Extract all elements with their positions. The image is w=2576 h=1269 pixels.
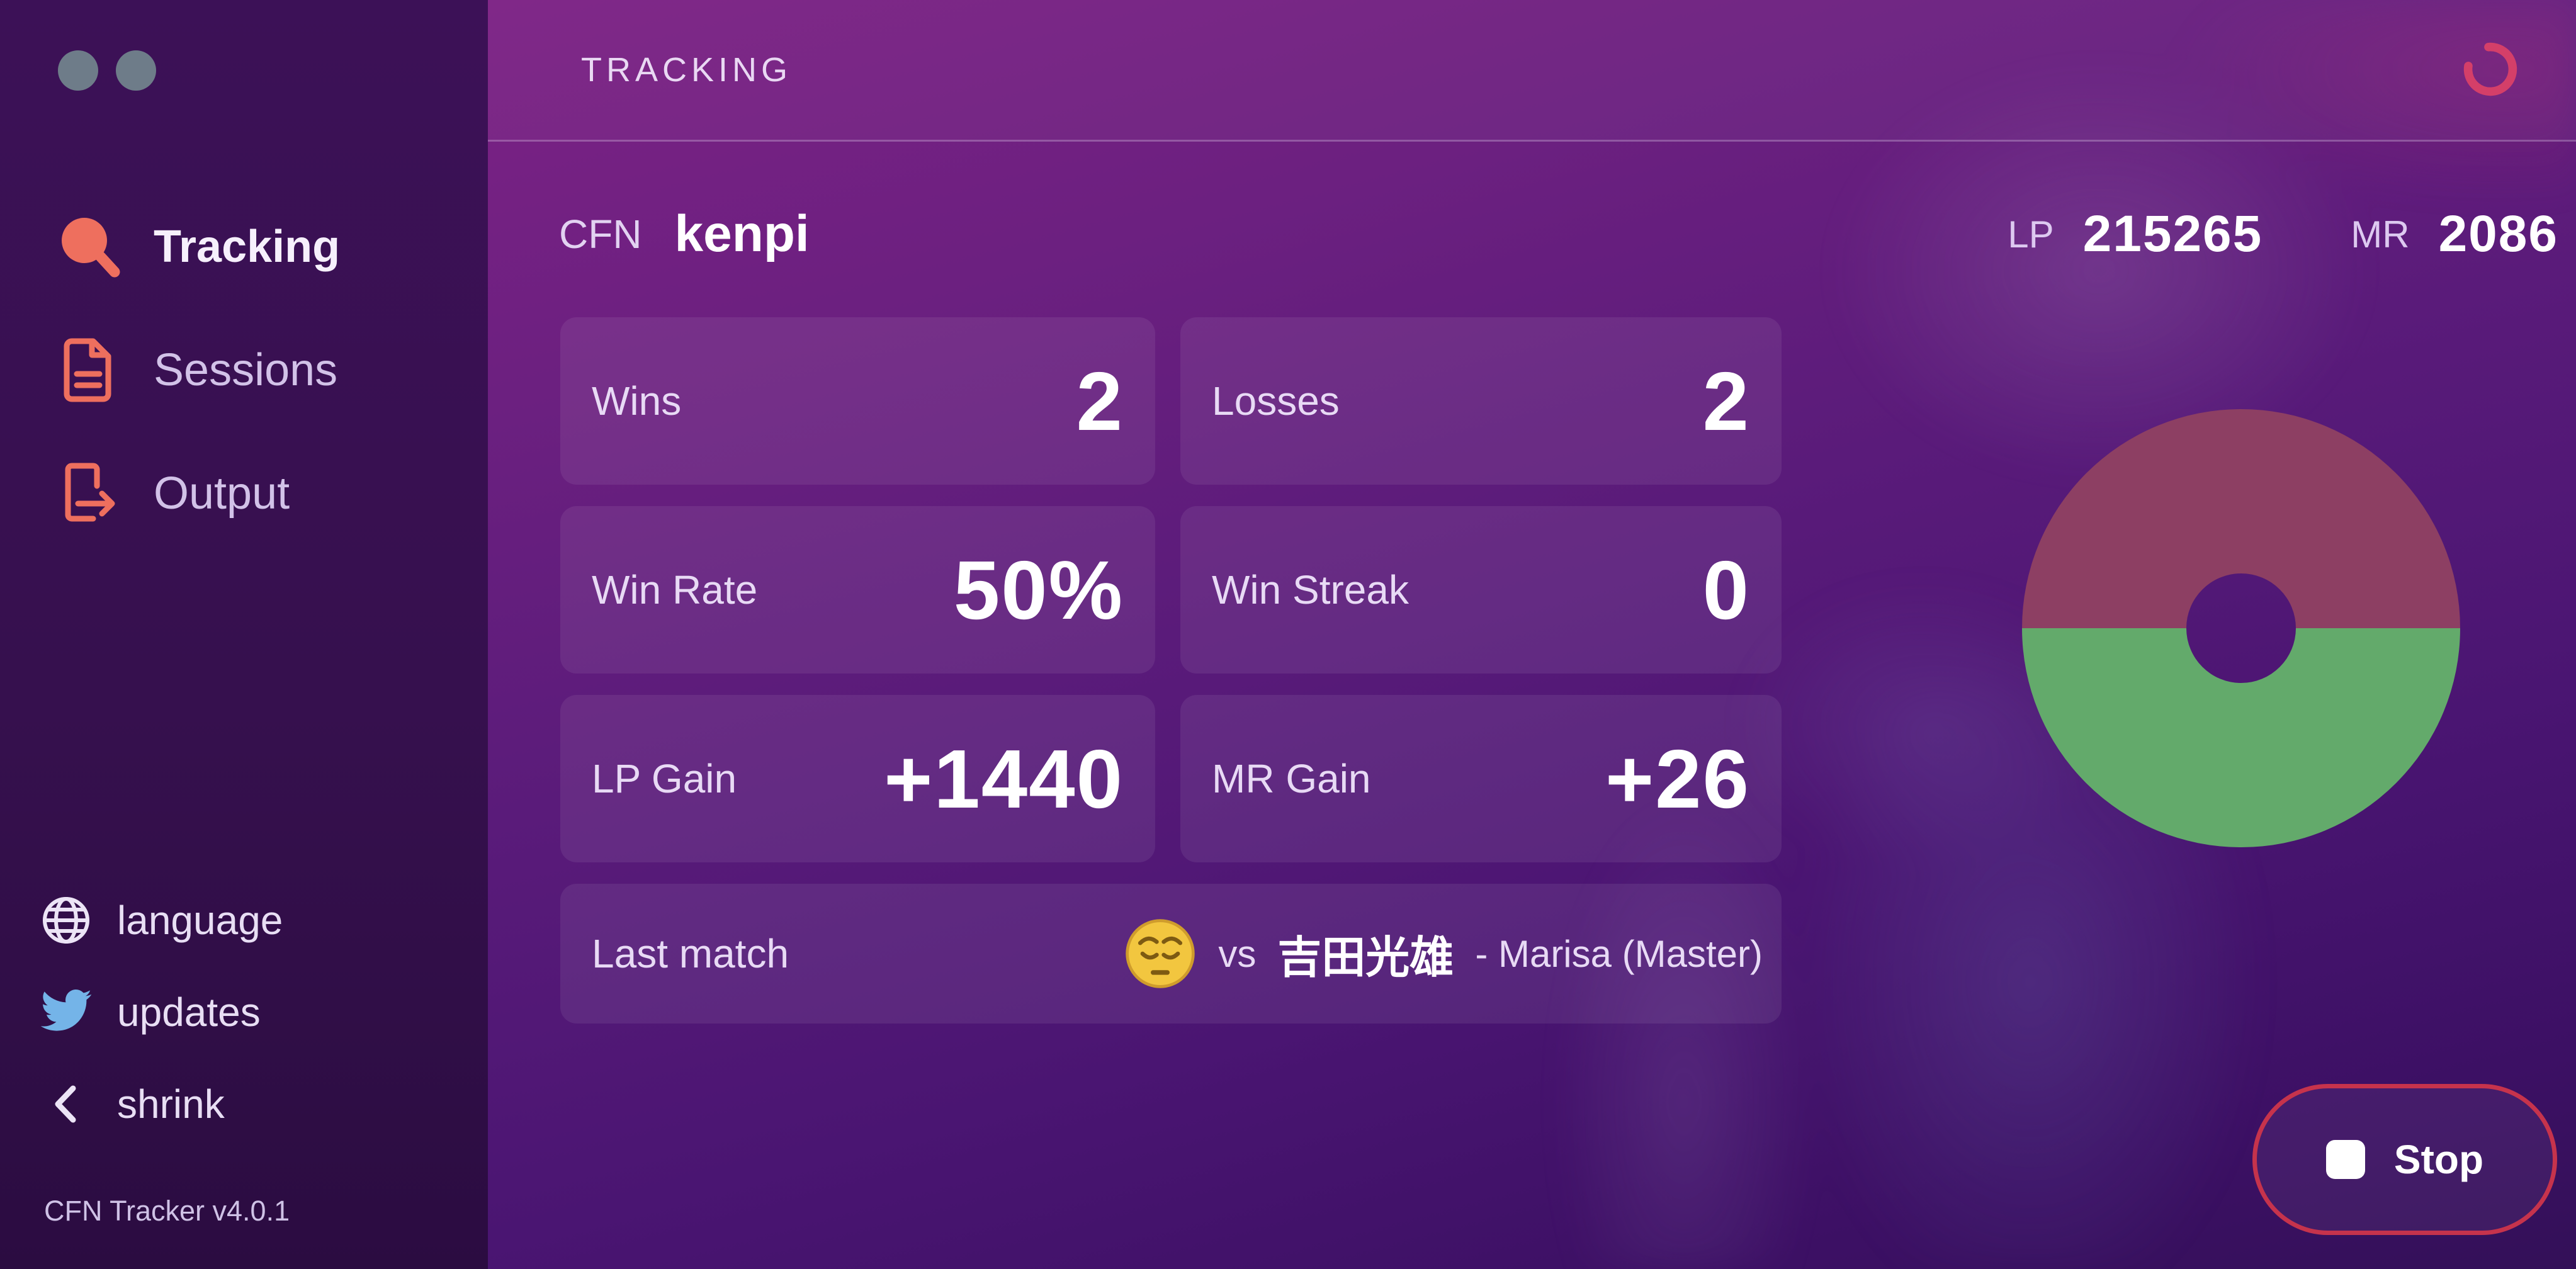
mr-label: MR (2351, 213, 2410, 256)
mr-pair: MR 2086 (2351, 205, 2558, 264)
rank-summary: LP 215265 MR 2086 (2008, 196, 2558, 272)
globe-icon (43, 897, 89, 944)
page-title: TRACKING (581, 51, 793, 89)
lp-value: 215265 (2082, 205, 2263, 262)
loading-spinner-icon (2463, 42, 2517, 96)
twitter-icon (40, 990, 92, 1031)
sidebar-item-shrink[interactable]: shrink (39, 1069, 225, 1139)
sidebar-item-tracking[interactable]: Tracking (53, 203, 340, 291)
sidebar-item-label: Tracking (154, 222, 341, 272)
sidebar-item-label: language (117, 898, 283, 943)
stat-value: +26 (1605, 732, 1750, 825)
sidebar-item-label: shrink (117, 1081, 225, 1127)
stop-square-icon (2325, 1140, 2365, 1179)
stat-value: 2 (1076, 354, 1124, 448)
sidebar-item-sessions[interactable]: Sessions (53, 326, 337, 414)
app-version: CFN Tracker v4.0.1 (44, 1195, 290, 1227)
stat-label: MR Gain (1212, 756, 1371, 801)
document-icon (64, 338, 111, 402)
search-icon (62, 218, 120, 278)
opponent-character-rank: - Marisa (Master) (1475, 932, 1763, 975)
header-bar: TRACKING (488, 0, 2576, 142)
lp-label: LP (2008, 213, 2054, 256)
lp-pair: LP 215265 (2008, 205, 2262, 264)
sidebar-item-label: Output (154, 468, 290, 519)
chevron-left-icon (55, 1085, 76, 1123)
stat-label: Wins (592, 378, 682, 424)
cfn-label: CFN (559, 212, 642, 257)
export-icon (65, 463, 115, 522)
window-controls (58, 50, 156, 91)
stat-label: LP Gain (592, 756, 737, 801)
sidebar-item-output[interactable]: Output (53, 449, 290, 538)
stat-label: Win Streak (1212, 567, 1409, 612)
sidebar: Tracking Sessions Output (0, 0, 488, 1269)
sidebar-item-updates[interactable]: updates (39, 977, 261, 1047)
window-dot[interactable] (58, 50, 98, 91)
last-match-card: Last match vs 吉田光雄 - Marisa (Master) (560, 884, 1782, 1024)
stat-label: Losses (1212, 378, 1340, 424)
last-match-info: vs 吉田光雄 - Marisa (Master) (1124, 917, 1763, 990)
sidebar-item-label: updates (117, 990, 261, 1035)
stat-card-winrate: Win Rate 50% (560, 506, 1155, 674)
window-dot[interactable] (116, 50, 156, 91)
sidebar-item-label: Sessions (154, 345, 338, 395)
stat-card-winstreak: Win Streak 0 (1180, 506, 1782, 674)
stat-card-lpgain: LP Gain +1440 (560, 695, 1155, 862)
mr-value: 2086 (2438, 205, 2558, 262)
opponent-name: 吉田光雄 (1277, 932, 1454, 982)
stat-card-mrgain: MR Gain +26 (1180, 695, 1782, 862)
stat-value: 2 (1702, 354, 1750, 448)
stat-label: Win Rate (592, 567, 758, 612)
stop-button[interactable]: Stop (2252, 1084, 2557, 1235)
cfn-username: kenpi (674, 205, 810, 262)
profile-row: CFN kenpi (559, 196, 810, 272)
stat-value: 0 (1702, 543, 1750, 636)
stat-card-wins: Wins 2 (560, 317, 1155, 485)
winloss-donut-chart (2022, 409, 2460, 847)
stat-value: 50% (953, 543, 1124, 636)
pensive-face-emoji-icon (1126, 919, 1195, 988)
main-background (488, 0, 2576, 1269)
vs-label: vs (1218, 932, 1257, 975)
stat-value: +1440 (884, 732, 1124, 825)
background-character-art (488, 0, 2576, 1269)
stat-card-losses: Losses 2 (1180, 317, 1782, 485)
last-match-label: Last match (592, 931, 789, 976)
sidebar-item-language[interactable]: language (39, 885, 283, 956)
stop-button-label: Stop (2393, 1137, 2484, 1182)
